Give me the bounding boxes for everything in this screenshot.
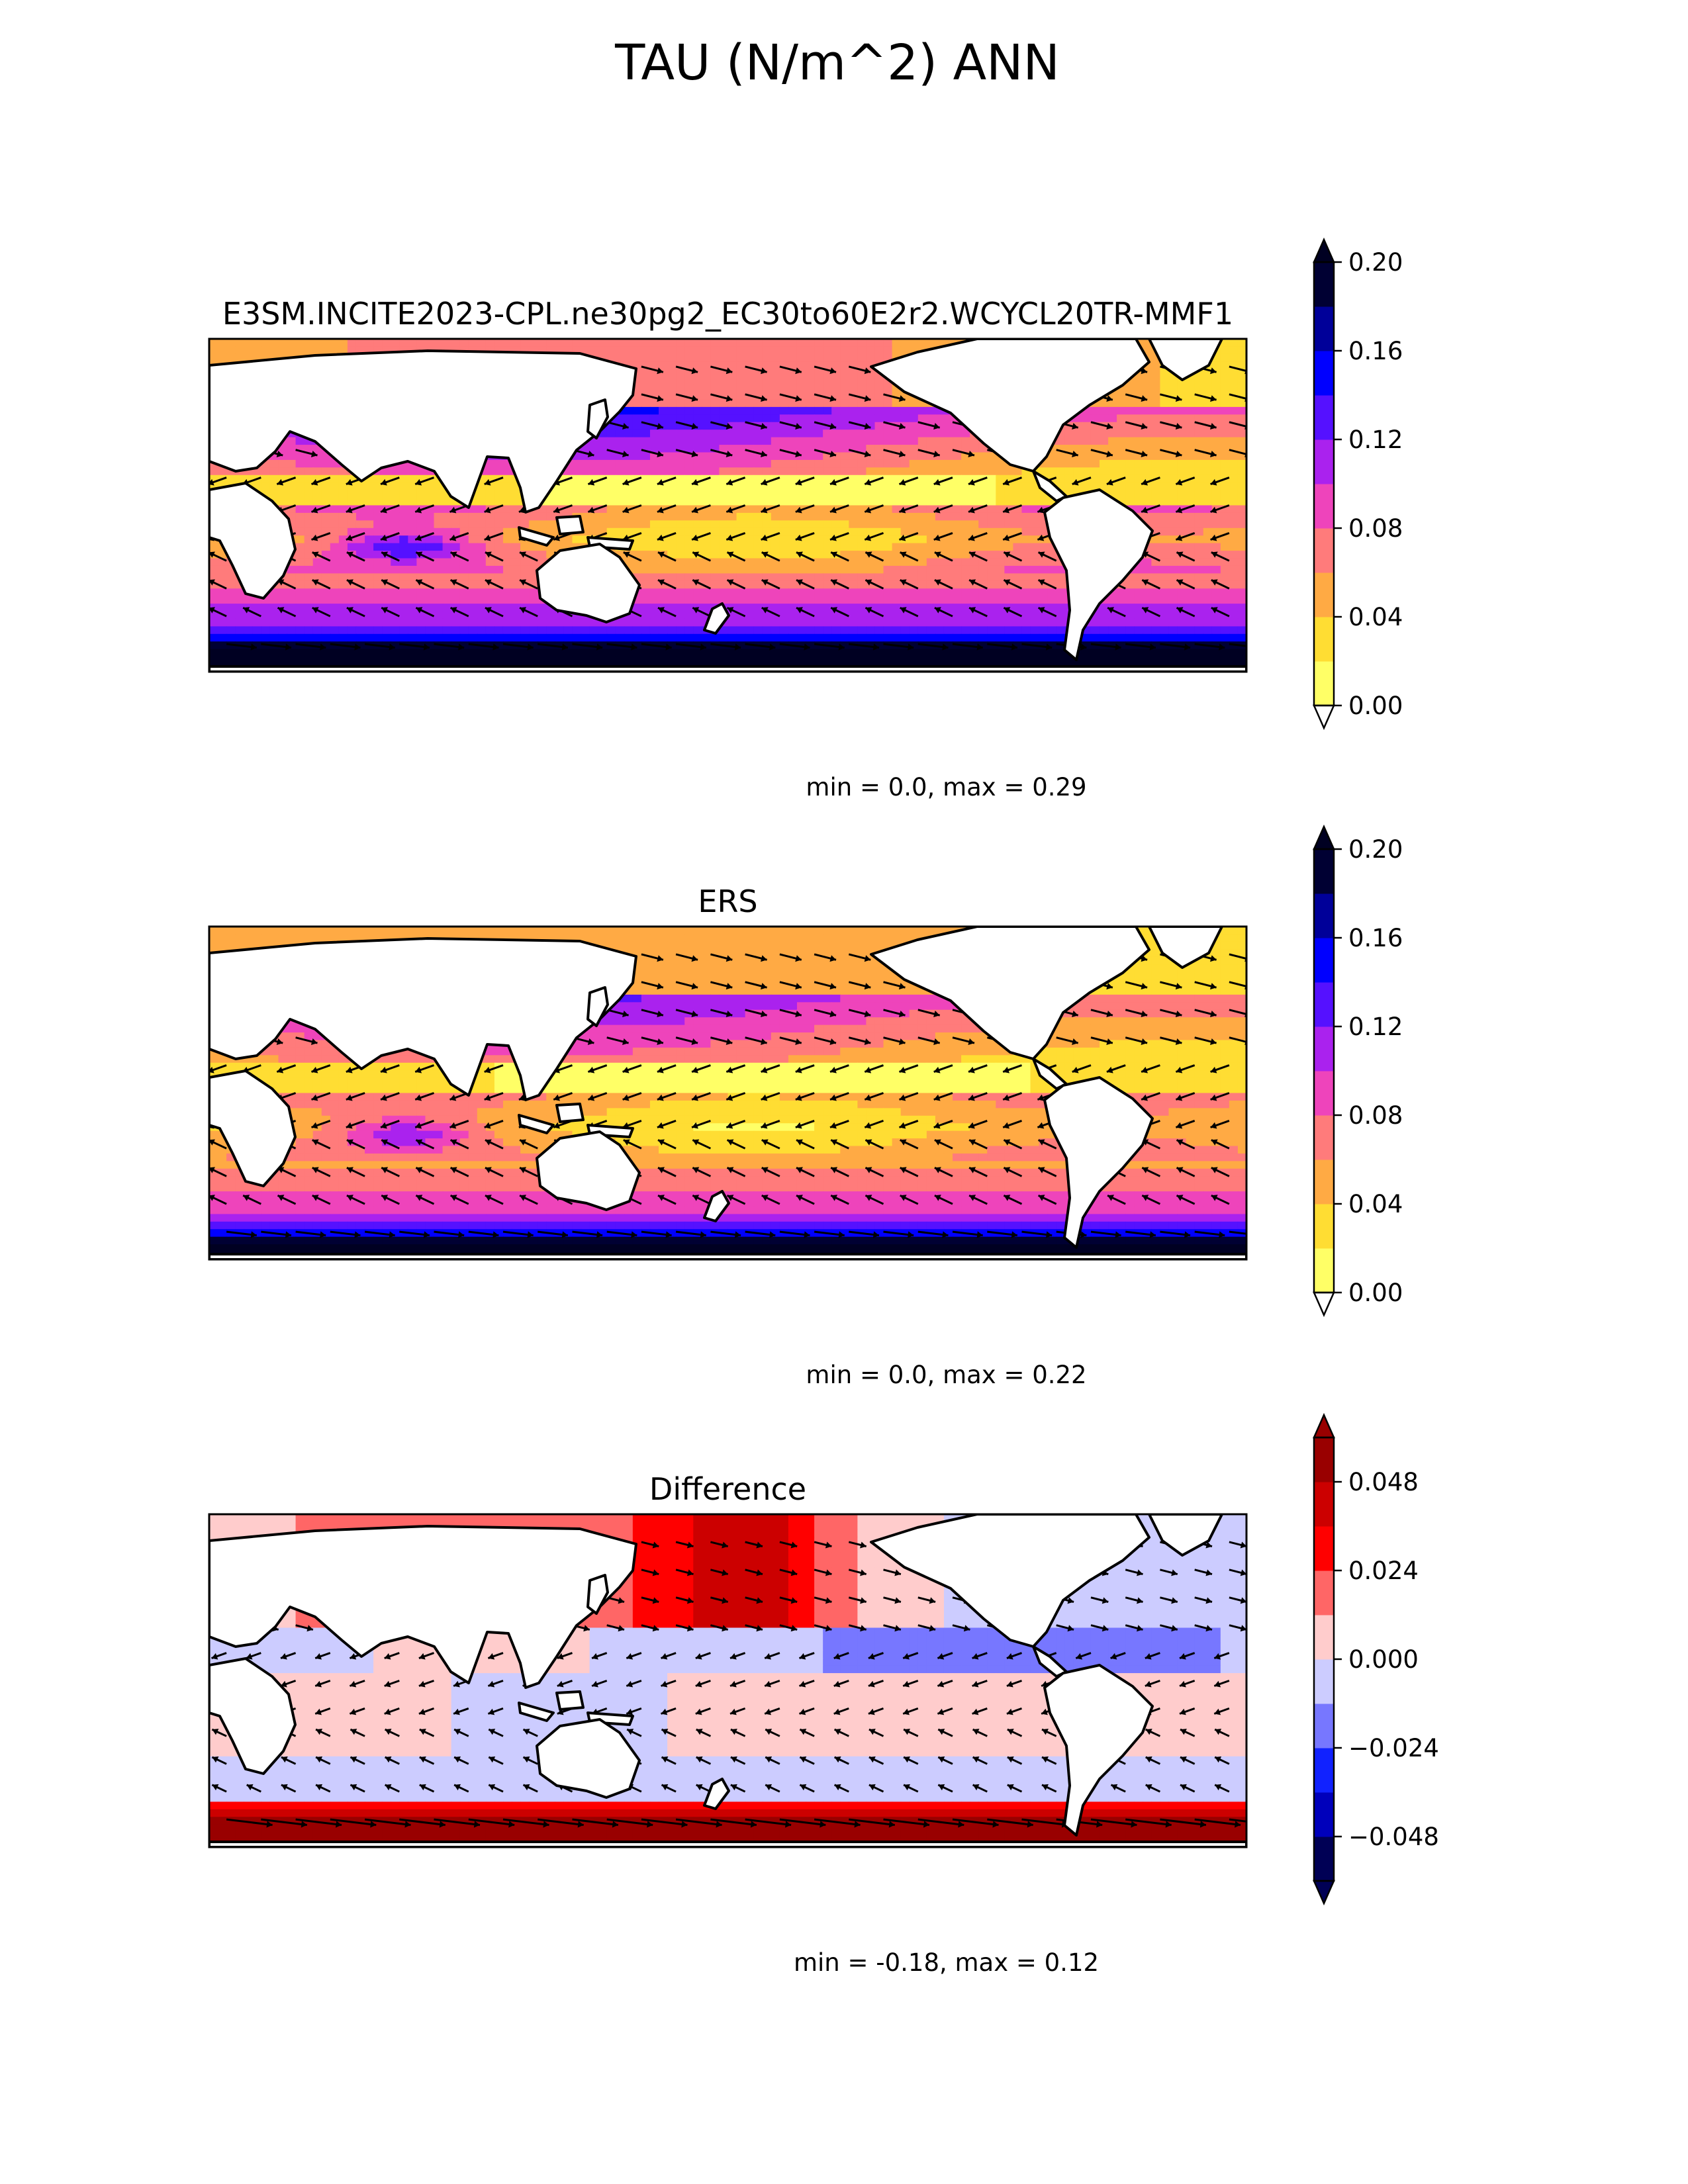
panel-3-frame (208, 1513, 1248, 1848)
colorbar-segment (1314, 528, 1334, 573)
colorbar-tick-label: 0.16 (1348, 924, 1403, 952)
panel-1-colorbar: 0.00 0.04 0.08 0.12 0.16 0.20 (1313, 237, 1403, 731)
colorbar-segment (1314, 982, 1334, 1027)
colorbar-tick-label: −0.048 (1348, 1823, 1439, 1851)
panel-1-stats: min = 0.0, max = 0.29 (806, 773, 1086, 801)
colorbar-segment (1314, 1204, 1334, 1249)
colorbar-tick-label: 0.00 (1348, 1279, 1403, 1307)
colorbar-tick-label: 0.024 (1348, 1557, 1419, 1585)
colorbar-tick-label: 0.04 (1348, 1190, 1403, 1218)
colorbar-segment (1314, 395, 1334, 440)
colorbar-tick-label: 0.12 (1348, 1013, 1403, 1041)
panel-3-title: Difference (649, 1471, 806, 1507)
colorbar-segment (1314, 1837, 1334, 1882)
colorbar-segment (1314, 439, 1334, 484)
panel-3: Difference min = -0.18, max = 0.12 (208, 1471, 1248, 1977)
colorbar-tick-label: 0.00 (1348, 692, 1403, 720)
colorbar-segment (1314, 1071, 1334, 1116)
colorbar-segment (1314, 1482, 1334, 1527)
colorbar-extend-min (1313, 1291, 1335, 1318)
colorbar-extend-min (1313, 1880, 1335, 1906)
colorbar-segment (1314, 1026, 1334, 1071)
colorbar-extend-min (1313, 704, 1335, 731)
figure-title: TAU (N/m^2) ANN (614, 34, 1060, 91)
colorbar-segment (1314, 306, 1334, 351)
colorbar-extend-max (1313, 237, 1335, 263)
panel-2-title: ERS (698, 884, 757, 919)
colorbar-segment (1314, 893, 1334, 938)
colorbar-extend-max (1313, 1412, 1335, 1439)
colorbar-segment (1314, 351, 1334, 396)
colorbar-segment (1314, 1615, 1334, 1660)
colorbar-tick-label: 0.000 (1348, 1645, 1419, 1674)
colorbar-segment (1314, 1792, 1334, 1837)
panel-2-frame (208, 925, 1248, 1261)
panel-2: ERS min = 0.0, max = 0.22 (208, 884, 1248, 1389)
colorbar-segment (1314, 1570, 1334, 1615)
colorbar-tick-label: 0.04 (1348, 603, 1403, 631)
colorbar-tick-label: 0.08 (1348, 1101, 1403, 1130)
panel-2-stats: min = 0.0, max = 0.22 (806, 1361, 1086, 1389)
colorbar-segment (1314, 484, 1334, 529)
colorbar-segment (1314, 1526, 1334, 1571)
colorbar-segment (1314, 1115, 1334, 1160)
panel-1-frame (208, 338, 1248, 673)
colorbar-segment (1314, 849, 1334, 894)
panel-1: E3SM.INCITE2023-CPL.ne30pg2_EC30to60E2r2… (208, 296, 1248, 801)
colorbar-tick-label: 0.08 (1348, 514, 1403, 543)
colorbar-segment (1314, 1437, 1334, 1482)
panel-3-stats: min = -0.18, max = 0.12 (794, 1948, 1099, 1977)
colorbar-tick-label: 0.12 (1348, 426, 1403, 454)
panel-2-colorbar: 0.00 0.04 0.08 0.12 0.16 0.20 (1313, 824, 1403, 1318)
colorbar-tick-label: −0.024 (1348, 1734, 1439, 1762)
colorbar-segment (1314, 661, 1334, 706)
colorbar-segment (1314, 262, 1334, 307)
colorbar-segment (1314, 1160, 1334, 1205)
colorbar-extend-max (1313, 824, 1335, 850)
colorbar-segment (1314, 617, 1334, 662)
colorbar-segment (1314, 1748, 1334, 1793)
colorbar-segment (1314, 938, 1334, 983)
colorbar-segment (1314, 1248, 1334, 1293)
colorbar-tick-label: 0.20 (1348, 248, 1403, 277)
colorbar-tick-label: 0.20 (1348, 835, 1403, 864)
colorbar-tick-label: 0.16 (1348, 337, 1403, 365)
panel-3-colorbar: −0.048 −0.024 0.000 0.024 0.048 (1313, 1412, 1439, 1906)
panel-1-title: E3SM.INCITE2023-CPL.ne30pg2_EC30to60E2r2… (222, 296, 1233, 332)
colorbar-tick-label: 0.048 (1348, 1468, 1419, 1496)
colorbar-segment (1314, 1704, 1334, 1749)
colorbar-segment (1314, 572, 1334, 617)
colorbar-segment (1314, 1659, 1334, 1704)
